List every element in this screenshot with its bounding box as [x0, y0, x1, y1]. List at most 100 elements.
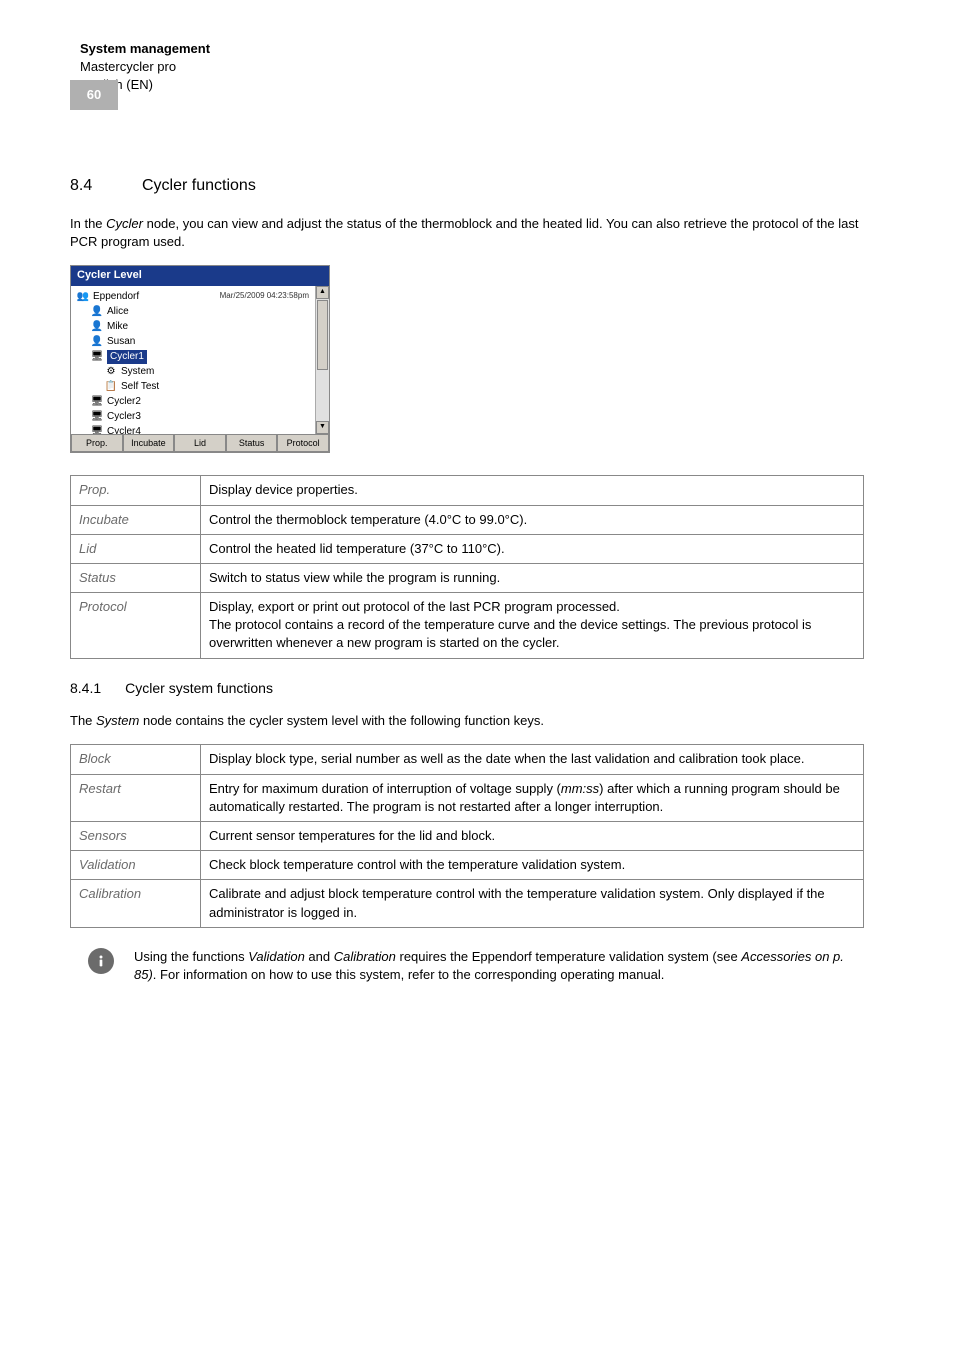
user-icon: 👤 — [91, 305, 103, 319]
subsection-heading: 8.4.1 Cycler system functions — [70, 679, 864, 699]
tree-cycler1-selftest[interactable]: 📋 Self Test — [77, 380, 323, 395]
cell-key: Calibration — [71, 880, 201, 927]
tree-label: Cycler3 — [107, 410, 141, 424]
scroll-down-icon[interactable]: ▼ — [316, 421, 329, 434]
gear-icon: ⚙ — [105, 365, 117, 379]
info-text: Using the functions Validation and Calib… — [134, 948, 864, 984]
scroll-thumb[interactable] — [317, 300, 328, 370]
subsection-title: Cycler system functions — [125, 679, 273, 699]
softkey-tabs: Prop. Incubate Lid Status Protocol — [71, 434, 329, 453]
page-number-tab: 60 — [70, 80, 118, 110]
scrollbar[interactable]: ▲ ▼ — [315, 286, 329, 434]
subintro-pre: The — [70, 713, 96, 728]
cell-value: Display, export or print out protocol of… — [201, 593, 864, 659]
cell-key: Protocol — [71, 593, 201, 659]
tree-label: System — [121, 365, 154, 379]
scroll-up-icon[interactable]: ▲ — [316, 286, 329, 299]
tree-label: Susan — [107, 335, 135, 349]
section-heading: 8.4 Cycler functions — [70, 175, 864, 197]
cycler-functions-table: Prop. Display device properties. Incubat… — [70, 475, 864, 658]
tab-prop[interactable]: Prop. — [71, 435, 123, 453]
user-icon: 👤 — [91, 335, 103, 349]
section-number: 8.4 — [70, 175, 110, 197]
header-language: English (EN) — [80, 76, 864, 94]
cell-value: Control the heated lid temperature (37°C… — [201, 534, 864, 563]
header-section-title: System management — [80, 40, 864, 58]
tree-cycler1[interactable]: 🖥 Cycler1 — [77, 350, 323, 365]
device-icon: 🖥 — [91, 425, 103, 434]
cell-key: Sensors — [71, 821, 201, 850]
cell-value: Switch to status view while the program … — [201, 563, 864, 592]
tab-protocol[interactable]: Protocol — [277, 435, 329, 453]
info-icon — [88, 948, 114, 974]
cell-value: Control the thermoblock temperature (4.0… — [201, 505, 864, 534]
tree-label: Alice — [107, 305, 129, 319]
table-row: Sensors Current sensor temperatures for … — [71, 821, 864, 850]
screenshot-titlebar: Cycler Level — [71, 266, 329, 285]
cell-value: Entry for maximum duration of interrupti… — [201, 774, 864, 821]
subsection-number: 8.4.1 — [70, 679, 101, 699]
note-span: and — [305, 949, 334, 964]
tab-status[interactable]: Status — [226, 435, 278, 453]
subintro-post: node contains the cycler system level wi… — [139, 713, 544, 728]
device-icon: 🖥 — [91, 350, 103, 364]
table-row: Incubate Control the thermoblock tempera… — [71, 505, 864, 534]
cell-value: Check block temperature control with the… — [201, 851, 864, 880]
cell-key: Prop. — [71, 476, 201, 505]
cell-value: Calibrate and adjust block temperature c… — [201, 880, 864, 927]
user-icon: 👤 — [91, 320, 103, 334]
cell-line: Display, export or print out protocol of… — [209, 599, 620, 614]
cell-value: Display device properties. — [201, 476, 864, 505]
table-row: Prop. Display device properties. — [71, 476, 864, 505]
tree-area: Mar/25/2009 04:23:58pm 👥 Eppendorf 👤 Ali… — [71, 286, 329, 434]
tree-root-label: Eppendorf — [93, 290, 139, 304]
note-span: requires the Eppendorf temperature valid… — [396, 949, 741, 964]
section-title: Cycler functions — [142, 175, 256, 197]
cycler-level-screenshot: Cycler Level Mar/25/2009 04:23:58pm 👥 Ep… — [70, 265, 330, 453]
note-italic: Validation — [248, 949, 305, 964]
tree-cycler3[interactable]: 🖥 Cycler3 — [77, 410, 323, 425]
table-row: Restart Entry for maximum duration of in… — [71, 774, 864, 821]
cell-key: Incubate — [71, 505, 201, 534]
cell-key: Lid — [71, 534, 201, 563]
note-italic: Calibration — [334, 949, 396, 964]
page-wrapper: 60 System management Mastercycler pro En… — [70, 40, 864, 984]
tree-cycler2[interactable]: 🖥 Cycler2 — [77, 395, 323, 410]
device-icon: 🖥 — [91, 410, 103, 424]
tree-label: Cycler4 — [107, 425, 141, 434]
tree-label-selected: Cycler1 — [107, 350, 147, 364]
header-product: Mastercycler pro — [80, 58, 864, 76]
device-icon: 🖥 — [91, 395, 103, 409]
cell-span: Entry for maximum duration of interrupti… — [209, 781, 561, 796]
intro-pre: In the — [70, 216, 106, 231]
test-icon: 📋 — [105, 380, 117, 394]
subintro-node-italic: System — [96, 713, 139, 728]
table-row: Protocol Display, export or print out pr… — [71, 593, 864, 659]
table-row: Lid Control the heated lid temperature (… — [71, 534, 864, 563]
tab-lid[interactable]: Lid — [174, 435, 226, 453]
tree-cycler4[interactable]: 🖥 Cycler4 — [77, 425, 323, 434]
tree-label: Self Test — [121, 380, 159, 394]
intro-paragraph: In the Cycler node, you can view and adj… — [70, 215, 864, 251]
tree-cycler1-system[interactable]: ⚙ System — [77, 365, 323, 380]
tree-user-mike[interactable]: 👤 Mike — [77, 320, 323, 335]
cell-key: Status — [71, 563, 201, 592]
cell-line: The protocol contains a record of the te… — [209, 617, 811, 650]
cell-key: Validation — [71, 851, 201, 880]
cell-key: Block — [71, 745, 201, 774]
table-row: Block Display block type, serial number … — [71, 745, 864, 774]
intro-post: node, you can view and adjust the status… — [70, 216, 858, 249]
table-row: Status Switch to status view while the p… — [71, 563, 864, 592]
info-note: Using the functions Validation and Calib… — [70, 948, 864, 984]
cell-value: Current sensor temperatures for the lid … — [201, 821, 864, 850]
tree-user-alice[interactable]: 👤 Alice — [77, 305, 323, 320]
cell-value: Display block type, serial number as wel… — [201, 745, 864, 774]
note-span: . For information on how to use this sys… — [153, 967, 665, 982]
system-functions-table: Block Display block type, serial number … — [70, 744, 864, 927]
tree-user-susan[interactable]: 👤 Susan — [77, 335, 323, 350]
tree-label: Cycler2 — [107, 395, 141, 409]
cell-key: Restart — [71, 774, 201, 821]
tab-incubate[interactable]: Incubate — [123, 435, 175, 453]
intro-node-italic: Cycler — [106, 216, 143, 231]
table-row: Validation Check block temperature contr… — [71, 851, 864, 880]
